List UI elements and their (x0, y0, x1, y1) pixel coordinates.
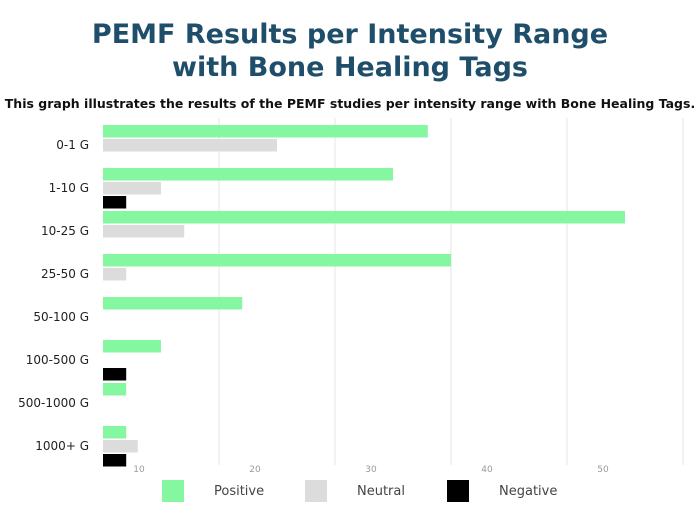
y-category-label: 100-500 G (26, 353, 89, 367)
chart-title: PEMF Results per Intensity Range with Bo… (0, 18, 700, 84)
legend-label-negative: Negative (499, 483, 558, 499)
legend-swatch-positive (162, 480, 184, 502)
bar-negative-100-500-g (103, 368, 127, 381)
y-category-label: 500-1000 G (18, 396, 89, 410)
legend-item-negative: Negative (447, 480, 557, 502)
bar-positive-0-1-g (103, 125, 428, 138)
y-category-label: 50-100 G (33, 310, 89, 324)
x-tick-label-10: 10 (133, 465, 145, 475)
y-category-label: 0-1 G (56, 138, 89, 152)
bar-chart: 10 20 30 40 50 0-1 G 1-10 G 10-25 G 25-50 G 50-10… (18, 118, 684, 475)
bar-negative-1000-g (103, 454, 127, 467)
bar-negative-1-10-g (103, 196, 127, 209)
bar-positive-50-100-g (103, 297, 243, 310)
legend: Positive Neutral Negative (0, 480, 700, 504)
bar-neutral-25-50-g (103, 268, 127, 281)
y-category-label: 25-50 G (41, 267, 89, 281)
x-tick-label-30: 30 (365, 465, 377, 475)
legend-swatch-negative (447, 480, 469, 502)
y-category-label: 10-25 G (41, 224, 89, 238)
x-tick-label-50: 50 (597, 465, 609, 475)
bar-positive-1000-g (103, 426, 127, 439)
chart-title-line-1: PEMF Results per Intensity Range (91, 19, 609, 50)
legend-label-positive: Positive (214, 483, 265, 499)
legend-item-positive: Positive (162, 480, 264, 502)
chart-subtitle: This graph illustrates the results of th… (4, 96, 696, 111)
chart-title-line-2: with Bone Healing Tags (172, 52, 528, 83)
y-category-label: 1-10 G (49, 181, 89, 195)
legend-item-neutral: Neutral (305, 480, 405, 502)
bar-positive-500-1000-g (103, 383, 127, 396)
bar-positive-1-10-g (103, 168, 393, 181)
bar-neutral-10-25-g (103, 225, 185, 238)
bar-neutral-1000-g (103, 440, 138, 453)
legend-label-neutral: Neutral (357, 483, 405, 499)
bar-positive-25-50-g (103, 254, 451, 267)
bar-positive-10-25-g (103, 211, 625, 224)
legend-swatch-neutral (305, 480, 327, 502)
x-tick-label-40: 40 (481, 465, 493, 475)
y-category-label: 1000+ G (35, 439, 89, 453)
x-tick-label-20: 20 (249, 465, 261, 475)
bar-neutral-0-1-g (103, 139, 277, 152)
bar-neutral-1-10-g (103, 182, 161, 195)
bar-positive-100-500-g (103, 340, 161, 353)
